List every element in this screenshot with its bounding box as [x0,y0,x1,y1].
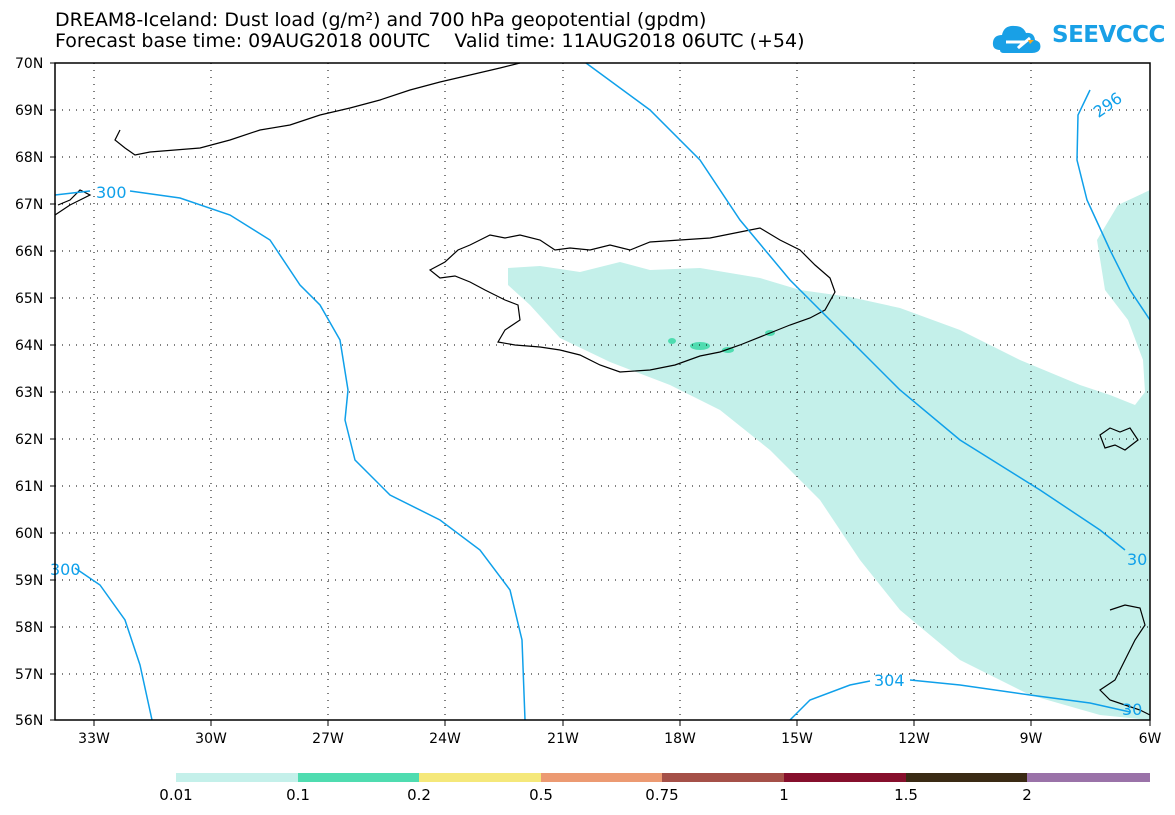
lon-label: 12W [898,731,930,747]
colorbar-swatch [784,773,906,782]
colorbar-label: 2 [1022,786,1032,804]
contour-label: 296 [1090,88,1126,121]
colorbar-swatch [298,773,419,782]
colorbar-label: 1 [779,786,789,804]
coast-faroes [1099,427,1139,451]
colorbar-swatch [1027,773,1150,782]
lat-label: 60N [15,526,43,542]
lat-label: 62N [15,432,43,448]
contour-label: 300 [50,560,81,579]
lon-label: 30W [195,731,227,747]
colorbar-swatch [176,773,298,782]
lon-label: 9W [1020,731,1043,747]
coastlines [54,62,1151,716]
colorbar-label: 0.1 [286,786,310,804]
lat-label: 70N [15,56,43,72]
dust-area-medium [668,338,676,344]
contour-300-southwest [74,567,153,721]
lon-label: 15W [781,731,813,747]
colorbar-swatch [906,773,1027,782]
lat-label: 67N [15,197,43,213]
colorbar-swatch [662,773,784,782]
lat-label: 61N [15,479,43,495]
contour-300-east [585,62,1126,551]
lon-label: 24W [429,731,461,747]
colorbar-swatch [541,773,662,782]
lon-label: 33W [78,731,110,747]
graticule [55,63,1150,720]
lat-label: 57N [15,667,43,683]
map-title-line1: DREAM8-Iceland: Dust load (g/m²) and 700… [55,9,707,31]
map-title-line2: Forecast base time: 09AUG2018 00UTC Vali… [55,30,805,52]
lon-label: 21W [547,731,579,747]
colorbar-label: 0.01 [159,786,193,804]
colorbar-label: 0.2 [407,786,431,804]
lat-label: 64N [15,338,43,354]
colorbar-label: 0.75 [645,786,679,804]
contour-296 [1076,89,1151,321]
contour-300-west [54,190,526,721]
colorbar-swatch [419,773,541,782]
lon-label: 6W [1139,731,1162,747]
logo-text: SEEVCCC [1052,22,1165,48]
lat-label: 69N [15,103,43,119]
dust-area-light [508,190,1150,720]
dust-area-medium [690,342,710,350]
coast-scotland [1099,604,1151,716]
colorbar-label: 1.5 [894,786,918,804]
lat-label: 63N [15,385,43,401]
contour-label: 300 [96,183,127,202]
lat-label: 65N [15,291,43,307]
lat-label: 58N [15,620,43,636]
seevccc-cloud-logo-icon [992,25,1041,53]
contour-label: 30 [1127,550,1147,569]
lat-label: 59N [15,573,43,589]
contour-304 [789,679,1131,721]
contour-label: 30 [1122,700,1142,719]
axis-ticks [50,62,1151,726]
contour-label: 304 [874,671,905,690]
lon-label: 27W [312,731,344,747]
colorbar-label: 0.5 [529,786,553,804]
geopotential-contours [54,62,1151,721]
coast-greenland [54,62,521,216]
lat-label: 68N [15,150,43,166]
lat-label: 66N [15,244,43,260]
lon-label: 18W [664,731,696,747]
coast-iceland [428,227,836,373]
lat-label: 56N [15,713,43,729]
